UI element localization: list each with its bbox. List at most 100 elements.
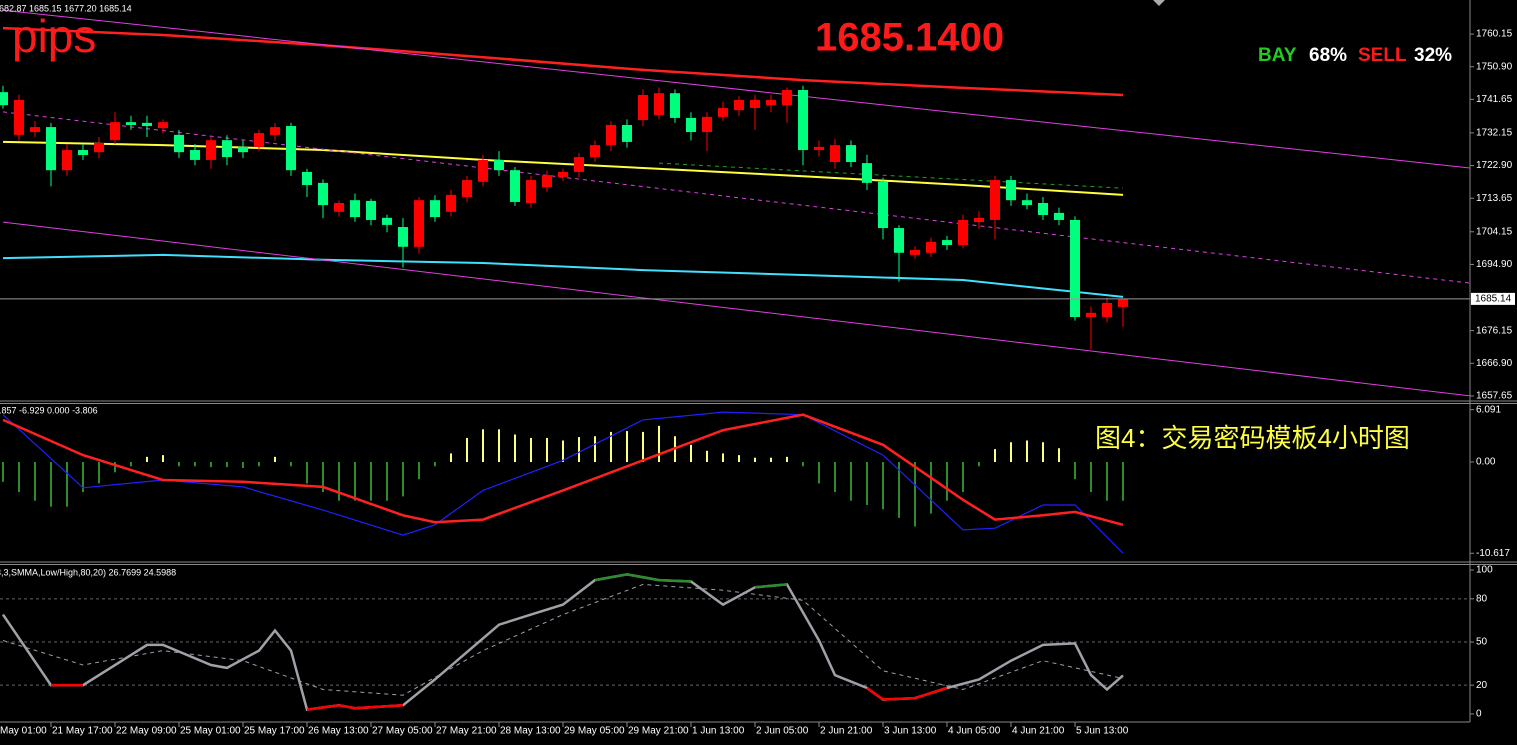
candle-body	[286, 126, 296, 171]
x-tick-label: 1 Jun 13:00	[692, 726, 745, 737]
histogram-bar	[354, 461, 356, 501]
histogram-bar	[594, 436, 596, 462]
x-tick-label: 22 May 09:00	[116, 726, 177, 737]
candle-body	[62, 150, 72, 171]
candle-body	[382, 217, 392, 225]
histogram-bar	[530, 437, 532, 462]
x-tick-label: 29 May 21:00	[628, 726, 689, 737]
histogram-bar	[2, 461, 4, 482]
zone-segment	[658, 578, 692, 583]
histogram-bar	[258, 461, 260, 467]
candle-body	[398, 227, 408, 247]
x-tick-label: 3 Jun 13:00	[884, 726, 937, 737]
histogram-bar	[98, 461, 100, 484]
histogram-bar	[178, 461, 180, 467]
histogram-bar	[546, 437, 548, 462]
macd-legend: 9.857 -6.929 0.000 -3.806	[0, 405, 98, 415]
x-tick-label: 4 Jun 21:00	[1012, 726, 1065, 737]
candle-body	[1118, 298, 1128, 307]
candle-body	[846, 145, 856, 163]
histogram-bar	[722, 453, 724, 462]
y-tick-label: 80	[1476, 593, 1488, 604]
y-tick-label: 20	[1476, 680, 1488, 691]
candle-body	[1086, 312, 1096, 318]
y-tick-label: 6.091	[1476, 404, 1501, 415]
plot-layer: 1760.15 1750.90 1741.65 1732.15 1722.90 1713.…	[0, 9, 1515, 737]
candle-body	[718, 108, 728, 117]
x-tick-label: 27 May 05:00	[372, 726, 433, 737]
histogram-bar	[818, 461, 820, 484]
candle-body	[702, 116, 712, 133]
y-tick-label: 0.00	[1476, 457, 1496, 468]
histogram-bar	[882, 461, 884, 510]
histogram-bar	[898, 461, 900, 518]
candle-body	[78, 150, 88, 155]
candle-body	[654, 93, 664, 116]
histogram-bar	[994, 449, 996, 462]
histogram-bar	[402, 461, 404, 497]
indicator-line	[2, 411, 1124, 554]
candle-body	[1102, 302, 1112, 318]
zone-segment	[338, 704, 356, 710]
candle-body	[910, 249, 920, 255]
candle-body	[878, 181, 888, 229]
indicator-line	[2, 26, 1124, 97]
x-tick-label: 5 Jun 13:00	[1076, 726, 1129, 737]
candle-body	[750, 99, 760, 109]
histogram-bar	[834, 461, 836, 493]
candle-body	[174, 134, 184, 153]
histogram-bar	[1074, 461, 1076, 480]
histogram-bar	[162, 455, 164, 462]
histogram-bar	[754, 457, 756, 462]
y-tick-label: 1713.65	[1476, 193, 1513, 204]
histogram-bar	[1058, 448, 1060, 462]
y-tick-label: 1704.15	[1476, 226, 1513, 237]
indicator-line	[2, 413, 1124, 527]
indicator-line	[2, 253, 1124, 298]
price-legend: 1682.87 1685.15 1677.20 1685.14	[0, 3, 132, 13]
x-tick-label: May 01:00	[0, 726, 47, 737]
y-tick-label: -10.617	[1476, 548, 1510, 559]
scroll-marker	[1153, 0, 1165, 6]
indicator-line	[2, 140, 1124, 196]
histogram-bar	[450, 453, 452, 462]
histogram-bar	[658, 425, 660, 462]
y-tick-label: 1732.15	[1476, 128, 1513, 139]
histogram-bar	[1026, 440, 1028, 462]
candle-body	[142, 122, 152, 127]
stochastic-plot	[1, 573, 1124, 711]
zone-segment	[882, 696, 916, 701]
histogram-bar	[498, 429, 500, 462]
histogram-bar	[1122, 461, 1124, 501]
candle-body	[782, 90, 792, 106]
candle-body	[766, 99, 776, 106]
indicator-line	[2, 111, 1470, 284]
candle-body	[542, 175, 552, 188]
histogram-bar	[418, 461, 420, 480]
candle-body	[478, 159, 488, 182]
y-tick-label: 1750.90	[1476, 61, 1513, 72]
candle-body	[942, 240, 952, 246]
histogram-bar	[706, 450, 708, 462]
histogram-bar	[370, 461, 372, 501]
zone-segment	[306, 704, 340, 711]
histogram-bar	[386, 461, 388, 501]
candle-body	[414, 200, 424, 247]
histogram-bar	[466, 437, 468, 462]
candle-body	[30, 127, 40, 133]
candle-body	[1022, 200, 1032, 206]
y-tick-label: 1657.65	[1476, 391, 1513, 402]
candle-body	[190, 150, 200, 160]
indicator-line	[2, 9, 1470, 169]
histogram-bar	[114, 461, 116, 473]
histogram-bar	[946, 461, 948, 501]
indicator-line	[658, 162, 1124, 189]
candle-body	[1006, 180, 1016, 201]
candle-body	[270, 127, 280, 135]
candle-body	[334, 203, 344, 212]
candle-body	[734, 99, 744, 111]
histogram-bar	[18, 461, 20, 493]
candle-body	[574, 157, 584, 172]
candle-body	[974, 217, 984, 223]
